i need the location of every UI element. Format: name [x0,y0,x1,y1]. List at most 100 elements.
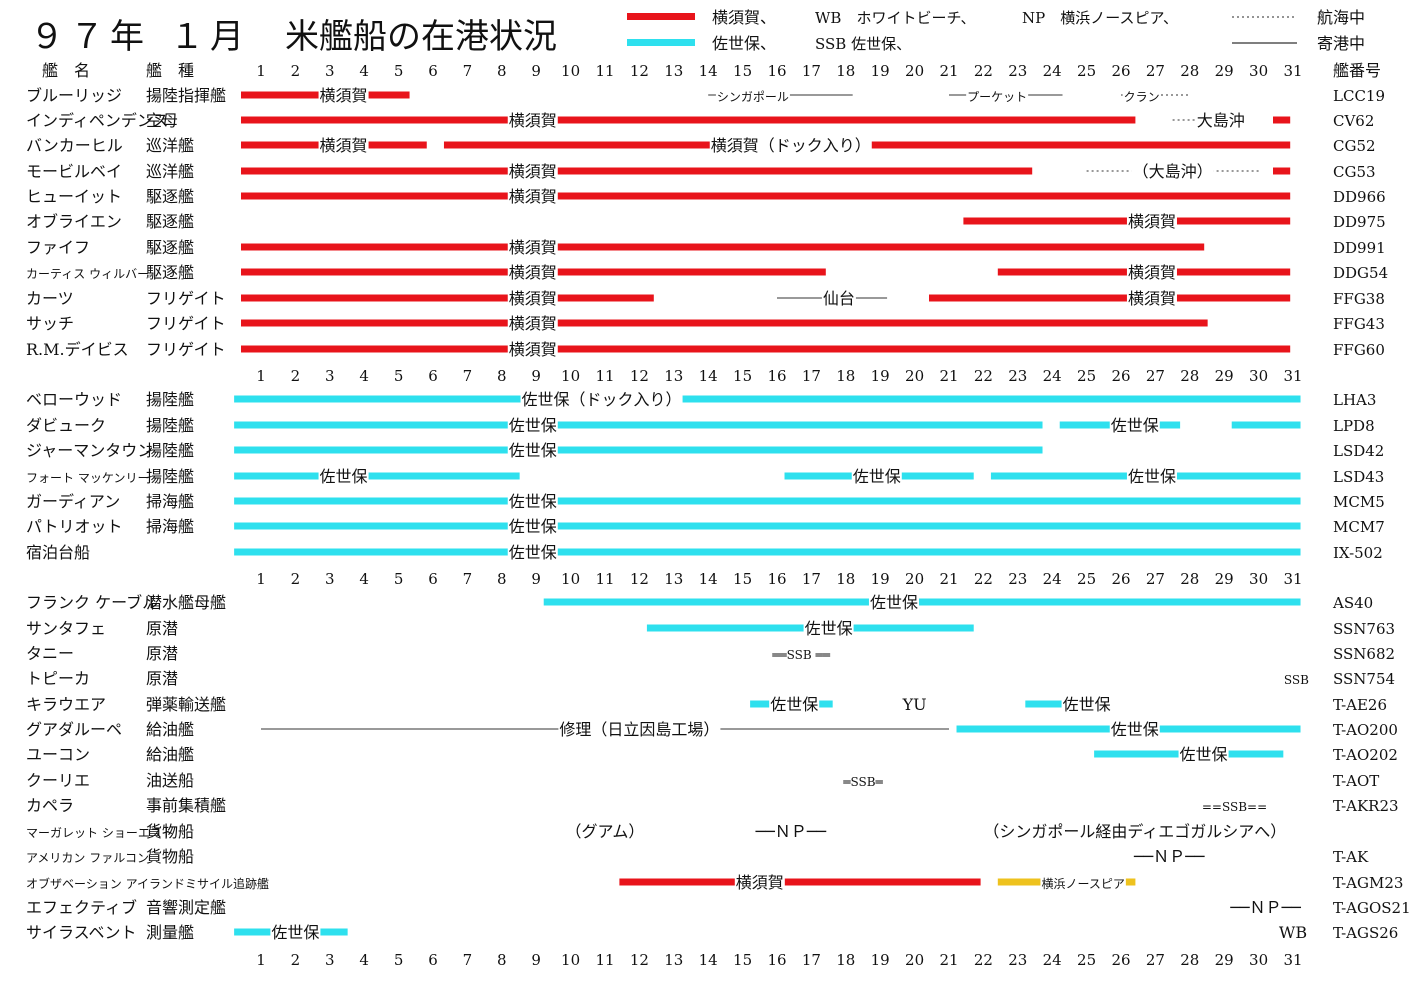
day-label: 6 [428,570,438,588]
day-label: 7 [463,367,473,385]
label-backing [507,115,558,125]
day-label: 17 [802,570,821,588]
bar-label: 佐世保 [805,619,853,638]
ship-type: フリゲイト [146,340,226,359]
ship-row: モービルベイ 巡洋艦 CG53 横須賀 （大島沖） [26,162,1376,181]
day-label: 14 [699,951,718,969]
label-backing [841,775,885,785]
ship-name: フォート マッケンリー [26,471,149,485]
ship-name: サッチ [26,314,74,333]
day-label: 12 [630,367,649,385]
label-backing [1109,724,1160,734]
ship-row: キラウエア 弾薬輸送艦 T-AE26 佐世保 YU 佐世保 [26,695,1387,714]
day-label: 8 [497,951,507,969]
yokosuka-in-port-bar [929,294,1291,302]
day-label: 1 [256,367,266,385]
day-label: 3 [325,62,335,80]
day-label: 13 [664,367,683,385]
bar-label: 佐世保 [870,593,918,612]
label-backing [507,445,558,455]
day-label: 18 [836,951,855,969]
bar-label: 横須賀 [1128,212,1176,231]
day-label: 17 [802,951,821,969]
hull-number: IX-502 [1333,544,1383,562]
hull-number: LHA3 [1333,391,1376,409]
bar-label: ═SSB═ [842,775,883,789]
day-label: 31 [1283,570,1302,588]
day-label: 28 [1180,367,1199,385]
ship-row: バンカーヒル 巡洋艦 CG52 横須賀 横須賀（ドック入り） [26,136,1376,155]
day-label: 13 [664,570,683,588]
hull-number: DD991 [1333,239,1386,257]
ship-name: ダビューク [26,416,106,435]
day-label: 9 [531,951,541,969]
hull-number: CV62 [1333,112,1374,130]
legend-ssb: SSB 佐世保、 [815,35,911,53]
bar-label: 佐世保 [509,416,557,435]
bar-label: ──ＮＰ── [754,822,826,841]
ship-name: エフェクティブ [26,898,137,917]
label-backing [966,90,1029,100]
bar-label: ──ＮＰ── [1229,898,1301,917]
ship-type: 揚陸艦 [146,441,194,460]
hull-number: MCM5 [1333,493,1385,511]
day-axes: 1 2 3 4 5 6 7 8 9 10 11 12 13 14 15 16 17 18 19 20 21 22 23 24 2… [256,62,1302,969]
day-label: 2 [291,367,301,385]
ship-row: サッチ フリゲイト FFG43 横須賀 [26,314,1385,333]
day-label: 17 [802,367,821,385]
bar-label: ──ＮＰ── [1133,847,1205,866]
day-label: 20 [905,62,924,80]
ship-row: クーリエ 油送船 T-AOT ═SSB═ [26,771,1379,790]
label-backing [868,597,919,607]
day-label: 15 [733,367,752,385]
day-label: 2 [291,570,301,588]
label-backing [507,267,558,277]
label-backing [1195,115,1246,125]
ship-name: クーリエ [26,771,90,790]
day-label: 4 [359,62,369,80]
ship-row: ファイフ 駆逐艦 DD991 横須賀 [26,238,1386,257]
ship-type: 原潜 [146,619,178,638]
day-label: 14 [699,367,718,385]
ship-name: ベローウッド [26,390,122,409]
ship-type: 油送船 [146,771,194,790]
day-label: 28 [1180,951,1199,969]
yokosuka-in-port-bar [963,217,1291,225]
hull-number: FFG60 [1333,341,1385,359]
hull-number: SSN763 [1333,620,1395,638]
bar-label: 横須賀 [320,86,368,105]
day-label: 15 [733,951,752,969]
bar-label: 横須賀 [509,111,557,130]
day-label: 8 [497,367,507,385]
label-backing [1131,166,1214,176]
day-label: 10 [561,951,580,969]
bar-label: （シンガポール経由ディエゴガルシアへ） [983,822,1286,841]
ship-name: カペラ [26,796,74,815]
ship-name: フランク ケーブル [26,593,158,612]
yokosuka-in-port-bar [619,878,981,886]
day-label: 29 [1215,367,1234,385]
day-label: 20 [905,570,924,588]
ship-name: ジャーマンタウン [26,441,153,460]
yokosuka-in-port-bar [241,192,1291,200]
hull-number: MCM7 [1333,518,1385,536]
label-backing [715,90,790,100]
day-label: 5 [394,951,404,969]
label-backing [507,496,558,506]
hull-number: FFG43 [1333,315,1385,333]
ship-name: オブライエン [26,212,122,231]
ship-name: サイラスベント [26,923,137,942]
day-label: 23 [1008,62,1027,80]
label-backing [982,826,1288,836]
day-label: 8 [497,62,507,80]
day-label: 18 [836,367,855,385]
day-label: 1 [256,62,266,80]
day-label: 18 [836,570,855,588]
ship-type: 原潜 [146,669,178,688]
bar-label: 佐世保 [1180,745,1228,764]
day-label: 2 [291,62,301,80]
ship-type: 巡洋艦 [146,136,194,155]
day-label: 11 [595,367,614,385]
